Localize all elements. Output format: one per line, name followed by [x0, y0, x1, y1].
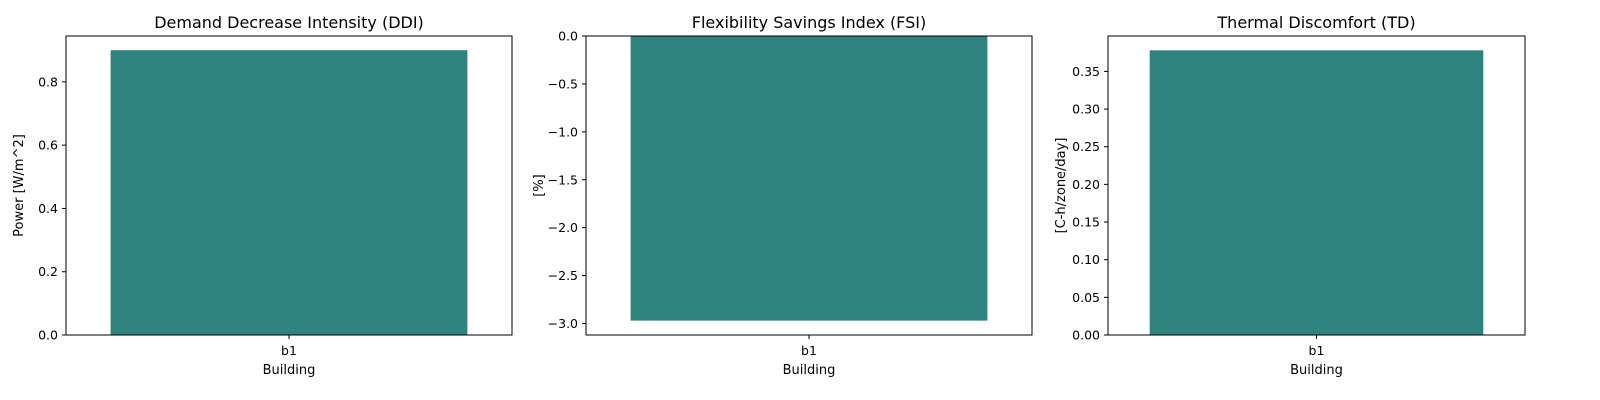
y-tick-label: 0.20 [1072, 177, 1100, 192]
y-tick-label: 0.2 [38, 264, 58, 279]
y-tick-label: −1.5 [548, 172, 578, 187]
x-tick-label: b1 [281, 343, 297, 358]
y-tick-label: −3.0 [548, 316, 578, 331]
bar-b1 [630, 36, 988, 321]
y-tick-label: −1.0 [548, 124, 578, 139]
x-axis-label: Building [783, 363, 836, 378]
x-axis-label: Building [1290, 363, 1343, 378]
chart-title: Demand Decrease Intensity (DDI) [154, 13, 424, 32]
x-tick-label: b1 [1309, 343, 1325, 358]
y-tick-label: 0.15 [1072, 215, 1100, 230]
y-tick-label: 0.05 [1072, 290, 1100, 305]
chart-marks: b1 0.0 −0.5 −1.0 −1.5 −2.0 −2.5 −3.0 [548, 29, 1033, 358]
plot-frame [65, 35, 513, 336]
chart-ddi: Demand Decrease Intensity (DDI) Building… [12, 13, 513, 378]
chart-title: Flexibility Savings Index (FSI) [692, 13, 926, 32]
plot-frame [585, 35, 1033, 336]
y-tick-label: 0.4 [38, 201, 58, 216]
x-tick-label: b1 [801, 343, 817, 358]
chart-td: Thermal Discomfort (TD) Building [C-h/zo… [1054, 13, 1526, 378]
x-axis-label: Building [263, 363, 316, 378]
y-tick-label: 0.10 [1072, 252, 1100, 267]
y-tick-label: 0.00 [1072, 328, 1100, 343]
y-tick-label: 0.35 [1072, 64, 1100, 79]
y-axis-label: Power [W/m^2] [12, 134, 27, 237]
chart-marks: b1 0.00 0.05 0.10 0.15 0.20 0.25 0.30 0.35 [1072, 35, 1526, 358]
y-tick-label: 0.25 [1072, 139, 1100, 154]
y-tick-label: 0.30 [1072, 102, 1100, 117]
chart-fsi: Flexibility Savings Index (FSI) Building… [532, 13, 1033, 378]
bar-b1 [1149, 50, 1484, 336]
y-tick-label: −2.5 [548, 268, 578, 283]
plot-frame [1107, 35, 1526, 336]
y-tick-label: −2.0 [548, 220, 578, 235]
chart-title: Thermal Discomfort (TD) [1216, 13, 1415, 32]
y-tick-label: 0.8 [38, 74, 58, 89]
chart-marks: b1 0.0 0.2 0.4 0.6 0.8 [38, 35, 513, 358]
y-axis-label: [C-h/zone/day] [1054, 138, 1069, 234]
y-axis-label: [%] [532, 174, 547, 197]
y-tick-label: 0.0 [38, 328, 58, 343]
y-tick-label: 0.6 [38, 138, 58, 153]
y-tick-label: −0.5 [548, 76, 578, 91]
y-tick-label: 0.0 [558, 29, 578, 44]
bar-b1 [110, 50, 468, 335]
